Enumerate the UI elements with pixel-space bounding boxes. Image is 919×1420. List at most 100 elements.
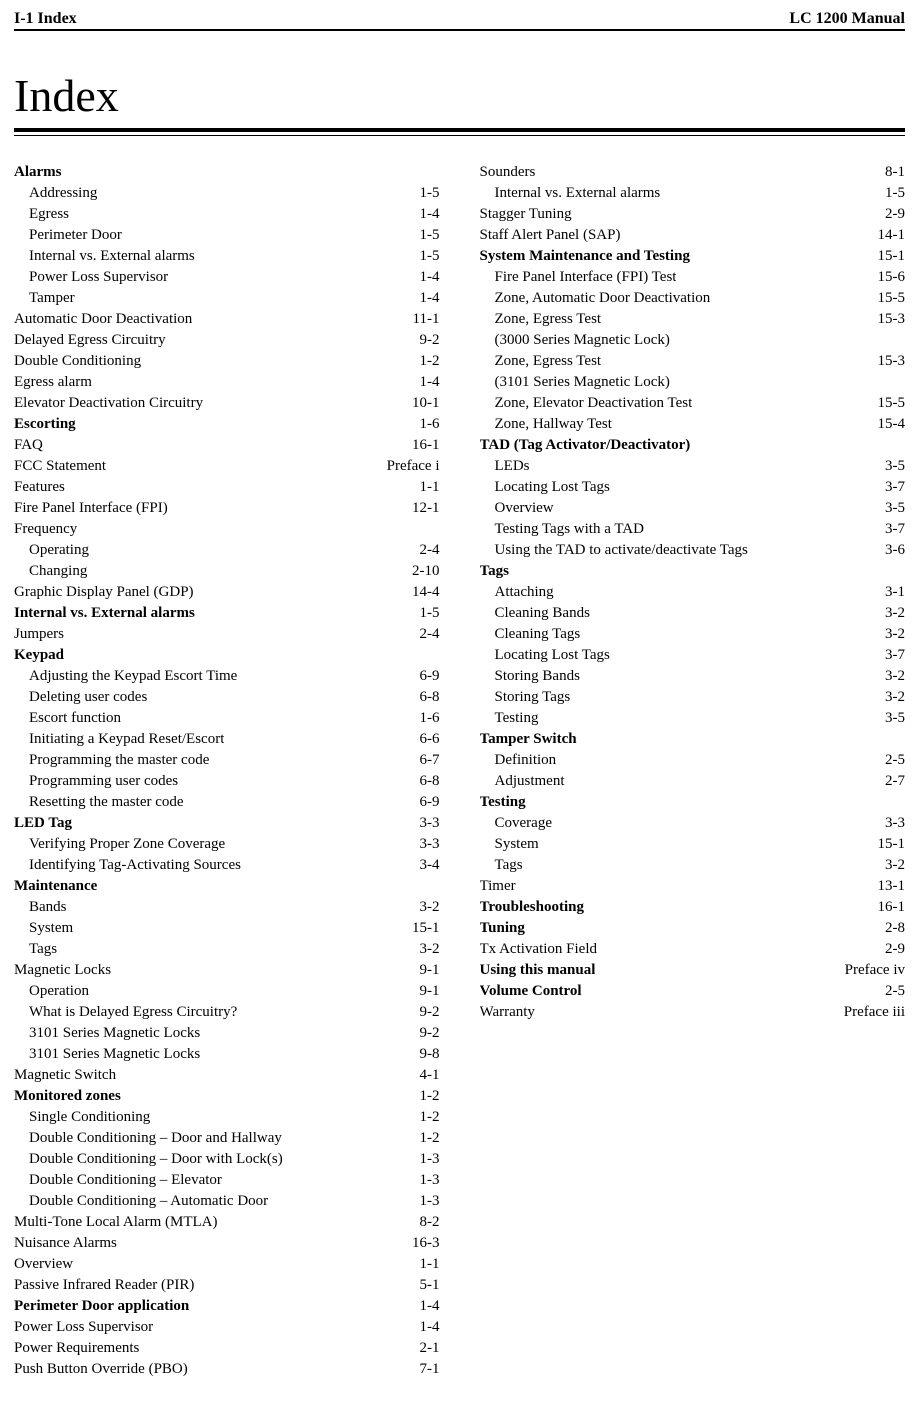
- header-right: LC 1200 Manual: [789, 10, 905, 28]
- index-entry-label: What is Delayed Egress Circuitry?: [14, 1002, 237, 1023]
- index-entry-label: Perimeter Door application: [14, 1296, 189, 1317]
- index-row: Zone, Egress Test15-3: [480, 351, 906, 372]
- index-row: Attaching3-1: [480, 582, 906, 603]
- index-row: Resetting the master code6-9: [14, 792, 440, 813]
- index-entry-page: 3-2: [885, 687, 905, 708]
- index-row: Addressing1-5: [14, 183, 440, 204]
- index-entry-label: Alarms: [14, 162, 62, 183]
- index-row: Escort function1-6: [14, 708, 440, 729]
- index-entry-label: Double Conditioning – Door with Lock(s): [14, 1149, 283, 1170]
- index-row: Volume Control2-5: [480, 981, 906, 1002]
- index-entry-label: Keypad: [14, 645, 64, 666]
- index-entry-label: Programming the master code: [14, 750, 209, 771]
- index-entry-page: 9-2: [420, 1023, 440, 1044]
- index-row: Fire Panel Interface (FPI)12-1: [14, 498, 440, 519]
- index-entry-page: 2-7: [885, 771, 905, 792]
- index-entry-label: Egress alarm: [14, 372, 92, 393]
- index-row: Cleaning Bands3-2: [480, 603, 906, 624]
- index-row: System15-1: [480, 834, 906, 855]
- index-entry-page: 1-2: [420, 1107, 440, 1128]
- index-row: FCC StatementPreface i: [14, 456, 440, 477]
- index-entry-label: Features: [14, 477, 65, 498]
- index-entry-page: 12-1: [412, 498, 440, 519]
- index-entry-page: 8-2: [420, 1212, 440, 1233]
- index-entry-label: Tuning: [480, 918, 525, 939]
- index-entry-label: LED Tag: [14, 813, 72, 834]
- index-row: System15-1: [14, 918, 440, 939]
- index-entry-label: Adjustment: [480, 771, 565, 792]
- index-entry-label: Coverage: [480, 813, 552, 834]
- title-rule-thin: [14, 135, 905, 136]
- index-entry-label: Cleaning Tags: [480, 624, 581, 645]
- index-entry-label: FAQ: [14, 435, 43, 456]
- index-row: Adjustment 2-7: [480, 771, 906, 792]
- index-row: Perimeter Door application1-4: [14, 1296, 440, 1317]
- index-row: Power Loss Supervisor1-4: [14, 1317, 440, 1338]
- index-entry-page: 3-7: [885, 477, 905, 498]
- index-entry-label: System Maintenance and Testing: [480, 246, 690, 267]
- index-entry-page: Preface iii: [844, 1002, 905, 1023]
- index-entry-page: 2-9: [885, 204, 905, 225]
- index-entry-label: Tags: [480, 561, 509, 582]
- index-entry-label: Power Loss Supervisor: [14, 1317, 153, 1338]
- index-entry-page: 1-5: [420, 246, 440, 267]
- index-row: Overview3-5: [480, 498, 906, 519]
- index-row: Timer13-1: [480, 876, 906, 897]
- index-entry-label: Cleaning Bands: [480, 603, 590, 624]
- index-entry-label: Deleting user codes: [14, 687, 147, 708]
- index-entry-label: TAD (Tag Activator/Deactivator): [480, 435, 691, 456]
- index-entry-page: 1-3: [420, 1170, 440, 1191]
- index-entry-label: Identifying Tag-Activating Sources: [14, 855, 241, 876]
- index-row: Stagger Tuning2-9: [480, 204, 906, 225]
- index-row: Zone, Egress Test15-3: [480, 309, 906, 330]
- index-entry-page: 7-1: [420, 1359, 440, 1380]
- index-left-column: AlarmsAddressing1-5Egress1-4Perimeter Do…: [14, 162, 440, 1380]
- index-row: Monitored zones1-2: [14, 1086, 440, 1107]
- index-entry-label: Attaching: [480, 582, 554, 603]
- index-row: Push Button Override (PBO)7-1: [14, 1359, 440, 1380]
- index-entry-label: Nuisance Alarms: [14, 1233, 117, 1254]
- index-row: Troubleshooting16-1: [480, 897, 906, 918]
- index-row: Power Requirements2-1: [14, 1338, 440, 1359]
- page-title: Index: [14, 69, 905, 122]
- index-entry-page: 14-1: [878, 225, 906, 246]
- index-row: Deleting user codes6-8: [14, 687, 440, 708]
- index-entry-page: 1-1: [420, 1254, 440, 1275]
- index-entry-page: 15-6: [878, 267, 906, 288]
- index-entry-page: 3-5: [885, 456, 905, 477]
- index-entry-label: Tags: [14, 939, 57, 960]
- index-row: Maintenance: [14, 876, 440, 897]
- index-entry-label: (3101 Series Magnetic Lock): [480, 372, 670, 393]
- index-entry-page: 3-3: [420, 834, 440, 855]
- index-row: Internal vs. External alarms1-5: [14, 603, 440, 624]
- index-row: Jumpers2-4: [14, 624, 440, 645]
- index-entry-label: Staff Alert Panel (SAP): [480, 225, 621, 246]
- index-entry-page: 1-4: [420, 372, 440, 393]
- index-row: Bands3-2: [14, 897, 440, 918]
- index-row: 3101 Series Magnetic Locks9-2: [14, 1023, 440, 1044]
- index-entry-page: 2-9: [885, 939, 905, 960]
- index-entry-label: Power Loss Supervisor: [14, 267, 168, 288]
- index-entry-page: 2-4: [420, 540, 440, 561]
- index-row: Perimeter Door1-5: [14, 225, 440, 246]
- index-entry-page: 2-1: [420, 1338, 440, 1359]
- index-entry-page: 3-2: [420, 897, 440, 918]
- index-entry-page: 3-4: [420, 855, 440, 876]
- index-row: Tx Activation Field2-9: [480, 939, 906, 960]
- index-entry-label: Zone, Egress Test: [480, 309, 602, 330]
- index-entry-label: Perimeter Door: [14, 225, 122, 246]
- index-entry-page: 3-2: [885, 666, 905, 687]
- index-entry-label: Operating: [14, 540, 89, 561]
- index-entry-page: 1-6: [420, 414, 440, 435]
- index-row: Staff Alert Panel (SAP) 14-1: [480, 225, 906, 246]
- index-row: Storing Tags3-2: [480, 687, 906, 708]
- index-entry-label: Double Conditioning – Automatic Door: [14, 1191, 268, 1212]
- index-row: Single Conditioning1-2: [14, 1107, 440, 1128]
- index-entry-label: Warranty: [480, 1002, 535, 1023]
- index-row: Escorting1-6: [14, 414, 440, 435]
- index-entry-page: 2-5: [885, 981, 905, 1002]
- index-row: Coverage3-3: [480, 813, 906, 834]
- index-entry-page: 2-10: [412, 561, 440, 582]
- index-entry-label: Using this manual: [480, 960, 596, 981]
- index-entry-page: 16-1: [412, 435, 440, 456]
